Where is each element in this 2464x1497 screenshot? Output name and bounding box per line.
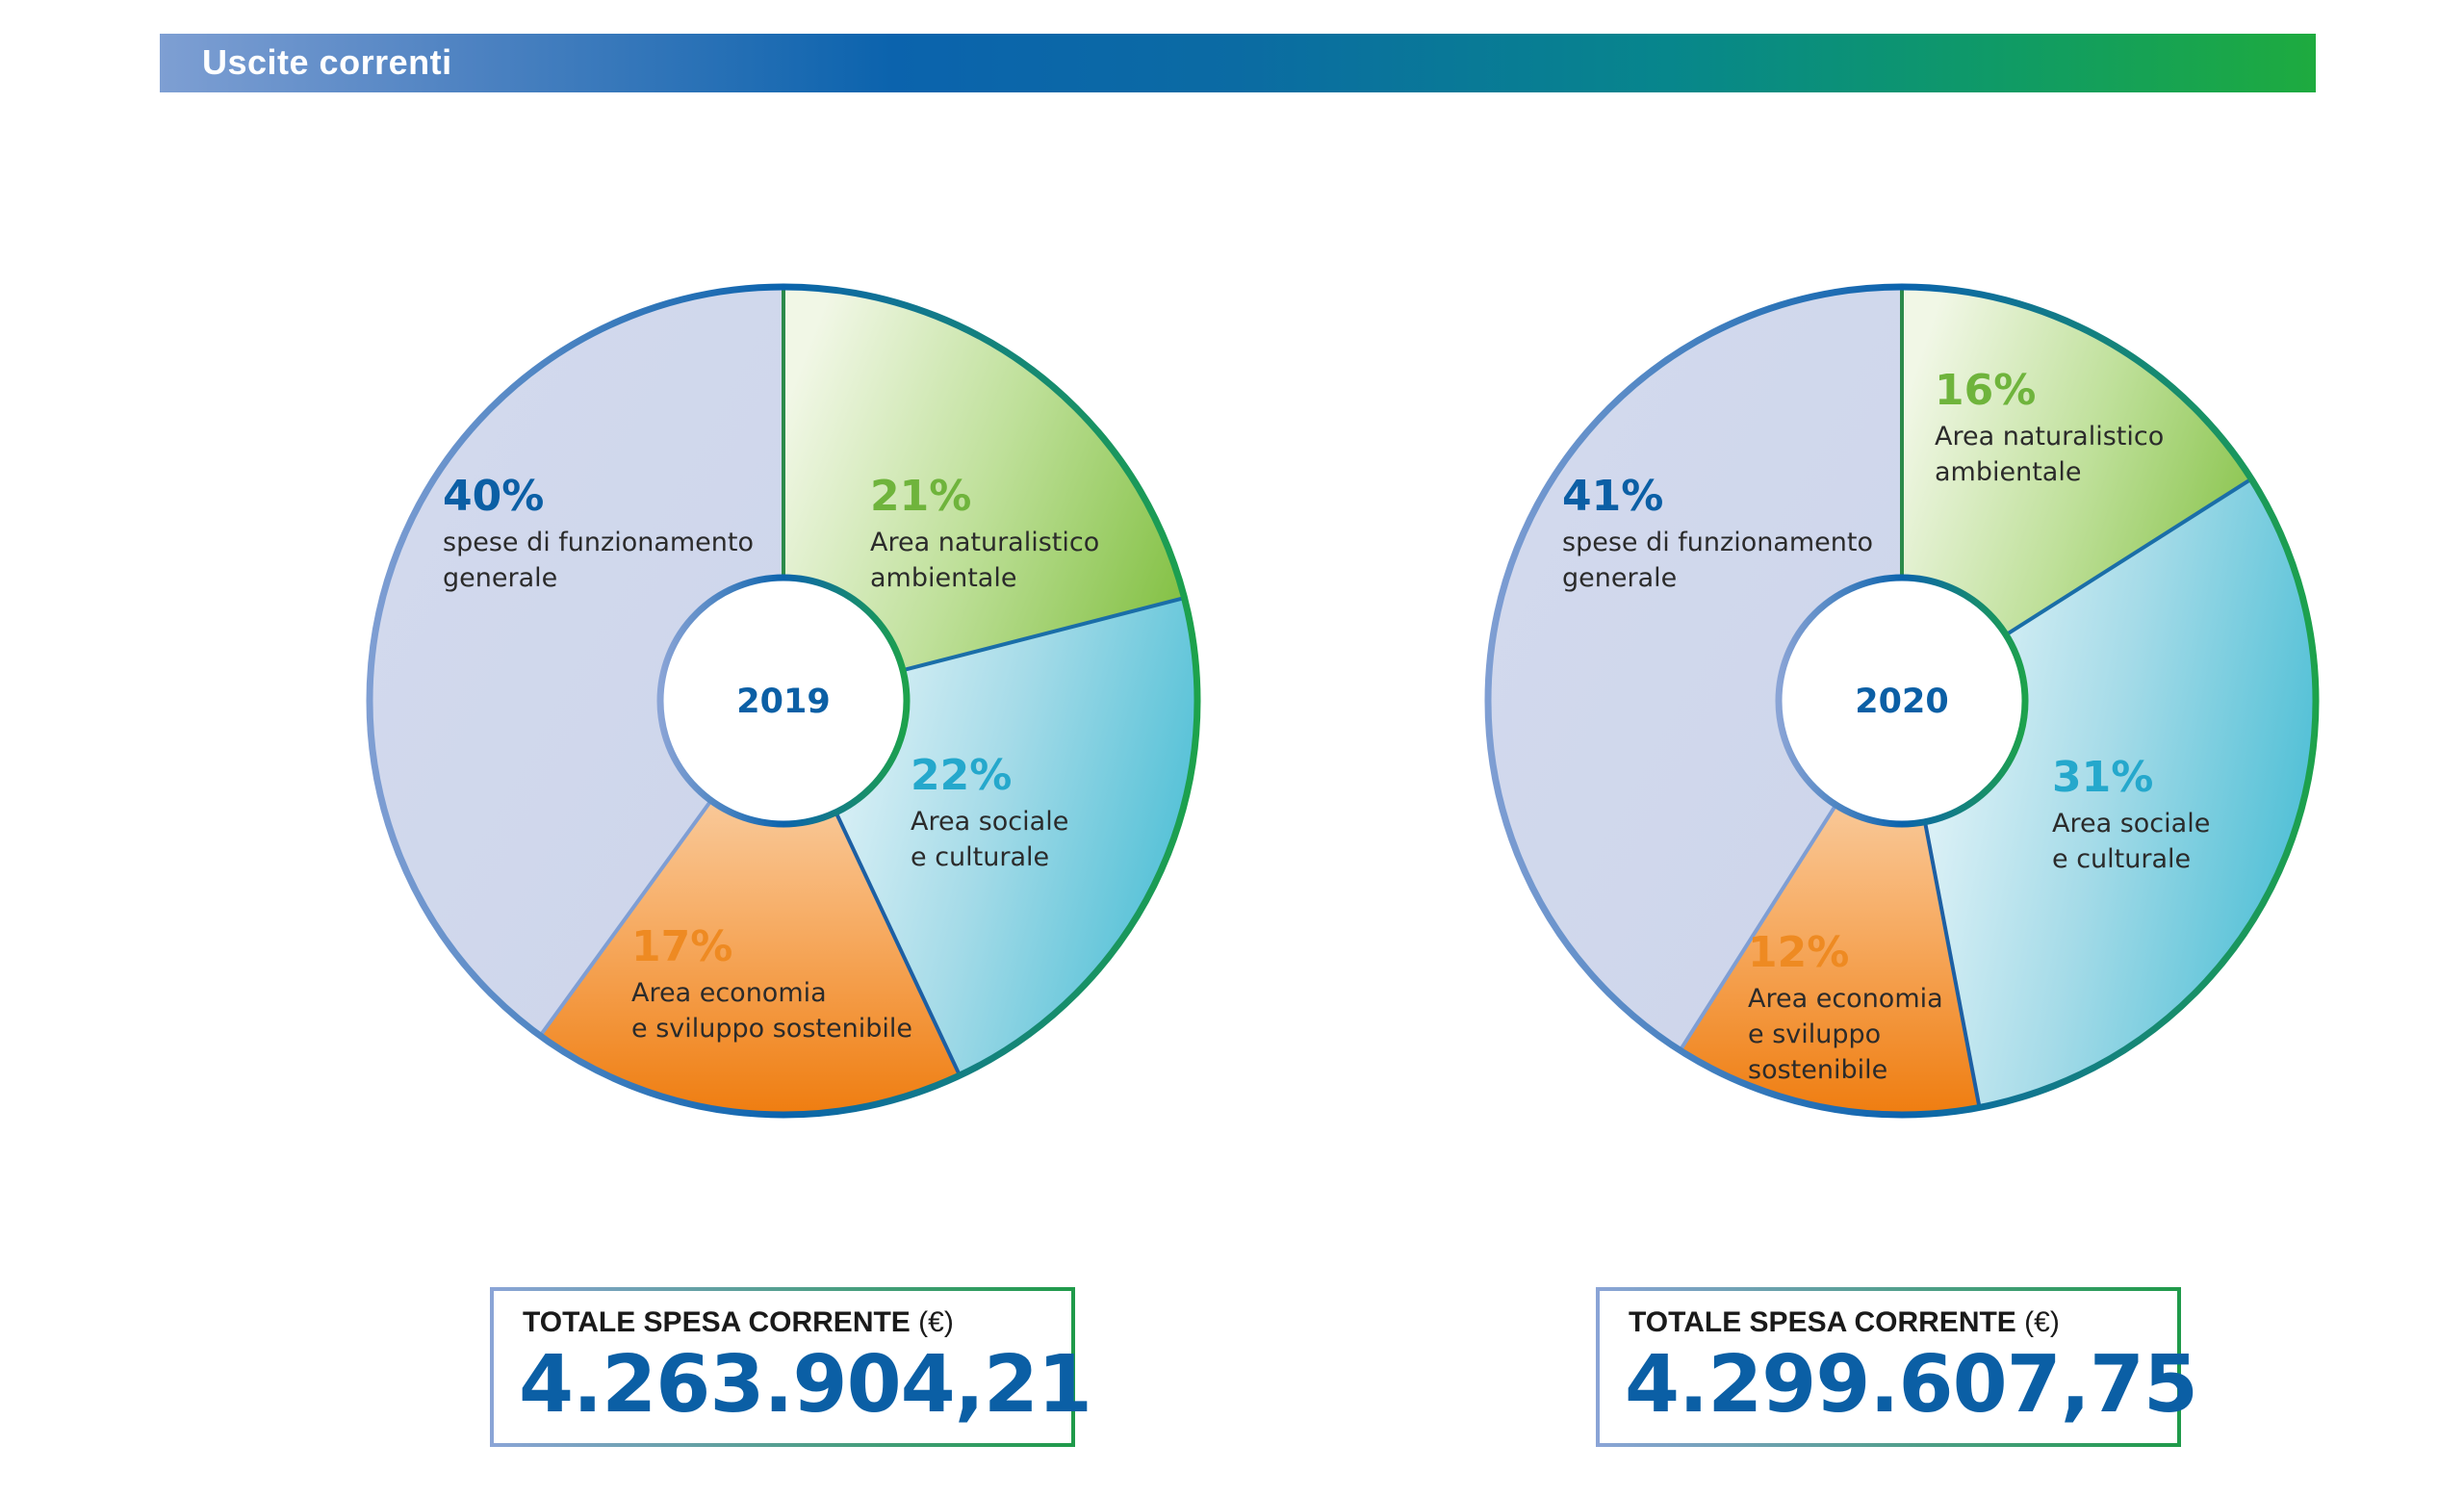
category-label-sociale: e culturale (911, 842, 1049, 872)
total-value-2019: 4.263.904,21 (519, 1339, 1092, 1431)
center-hole (656, 574, 911, 828)
pct-label-generale: 41% (1562, 472, 1663, 521)
slice-economia (540, 701, 961, 1115)
header-bar (160, 34, 2316, 92)
total-box-2020: TOTALE SPESA CORRENTE (€) 4.299.607,75 (1596, 1287, 2198, 1447)
slice-generale (369, 287, 783, 1036)
total-value-2020: 4.299.607,75 (1625, 1339, 2198, 1431)
slice-divider (538, 799, 713, 1038)
category-label-sociale: Area sociale (2052, 809, 2210, 839)
slice-naturalistico (783, 287, 1185, 701)
pct-label-sociale: 31% (2052, 753, 2153, 802)
category-label-economia: e sviluppo sostenibile (631, 1014, 912, 1044)
total-label-2020: TOTALE SPESA CORRENTE (1629, 1306, 2016, 1338)
center-year-label: 2020 (1855, 683, 1948, 721)
category-label-generale: generale (443, 563, 557, 593)
category-label-naturalistico: Area naturalistico (870, 528, 1099, 557)
slice-divider (1678, 804, 1838, 1052)
page-title: Uscite correnti (202, 42, 452, 82)
slice-divider (1923, 821, 1982, 1108)
pct-label-sociale: 22% (911, 751, 1012, 800)
category-label-economia: sostenibile (1748, 1055, 1887, 1085)
center-year-label: 2019 (736, 683, 830, 721)
pct-label-economia: 17% (631, 922, 732, 971)
category-label-naturalistico: Area naturalistico (1935, 422, 2164, 452)
pct-label-generale: 40% (443, 472, 544, 521)
total-unit-2020: (€) (2024, 1306, 2060, 1338)
category-label-generale: spese di funzionamento (1562, 528, 1873, 557)
category-label-naturalistico: ambientale (1935, 457, 2081, 487)
pct-label-naturalistico: 16% (1935, 366, 2036, 415)
slice-generale (1488, 287, 1902, 1051)
outer-ring (366, 283, 1201, 1119)
category-label-sociale: e culturale (2052, 844, 2191, 874)
slice-divider (902, 596, 1185, 673)
total-box-2019: TOTALE SPESA CORRENTE (€) 4.263.904,21 (490, 1287, 1092, 1447)
slice-naturalistico (1902, 287, 2252, 701)
category-label-economia: Area economia (631, 978, 827, 1008)
category-label-generale: generale (1562, 563, 1677, 593)
center-hole (1775, 574, 2029, 828)
category-label-economia: e sviluppo (1748, 1020, 1881, 1049)
category-label-naturalistico: ambientale (870, 563, 1016, 593)
category-label-sociale: Area sociale (911, 807, 1068, 837)
donut-chart-2020: 2020 16% Area naturalistico ambientale 31% Ar… (1484, 283, 2320, 1119)
category-label-economia: Area economia (1748, 984, 1943, 1014)
slice-divider (834, 811, 962, 1076)
category-label-generale: spese di funzionamento (443, 528, 754, 557)
pct-label-naturalistico: 21% (870, 472, 971, 521)
total-label-2019: TOTALE SPESA CORRENTE (523, 1306, 911, 1338)
total-unit-2019: (€) (918, 1306, 954, 1338)
donut-chart-2019: 2019 21% Area naturalistico ambientale 22% Ar… (366, 283, 1201, 1119)
outer-ring (1484, 283, 2320, 1119)
pct-label-economia: 12% (1748, 928, 1849, 977)
slice-divider (2005, 477, 2253, 637)
